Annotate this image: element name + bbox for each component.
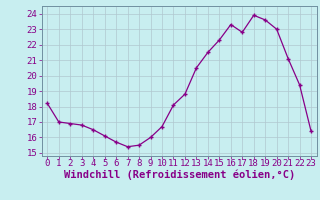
X-axis label: Windchill (Refroidissement éolien,°C): Windchill (Refroidissement éolien,°C) bbox=[64, 170, 295, 180]
